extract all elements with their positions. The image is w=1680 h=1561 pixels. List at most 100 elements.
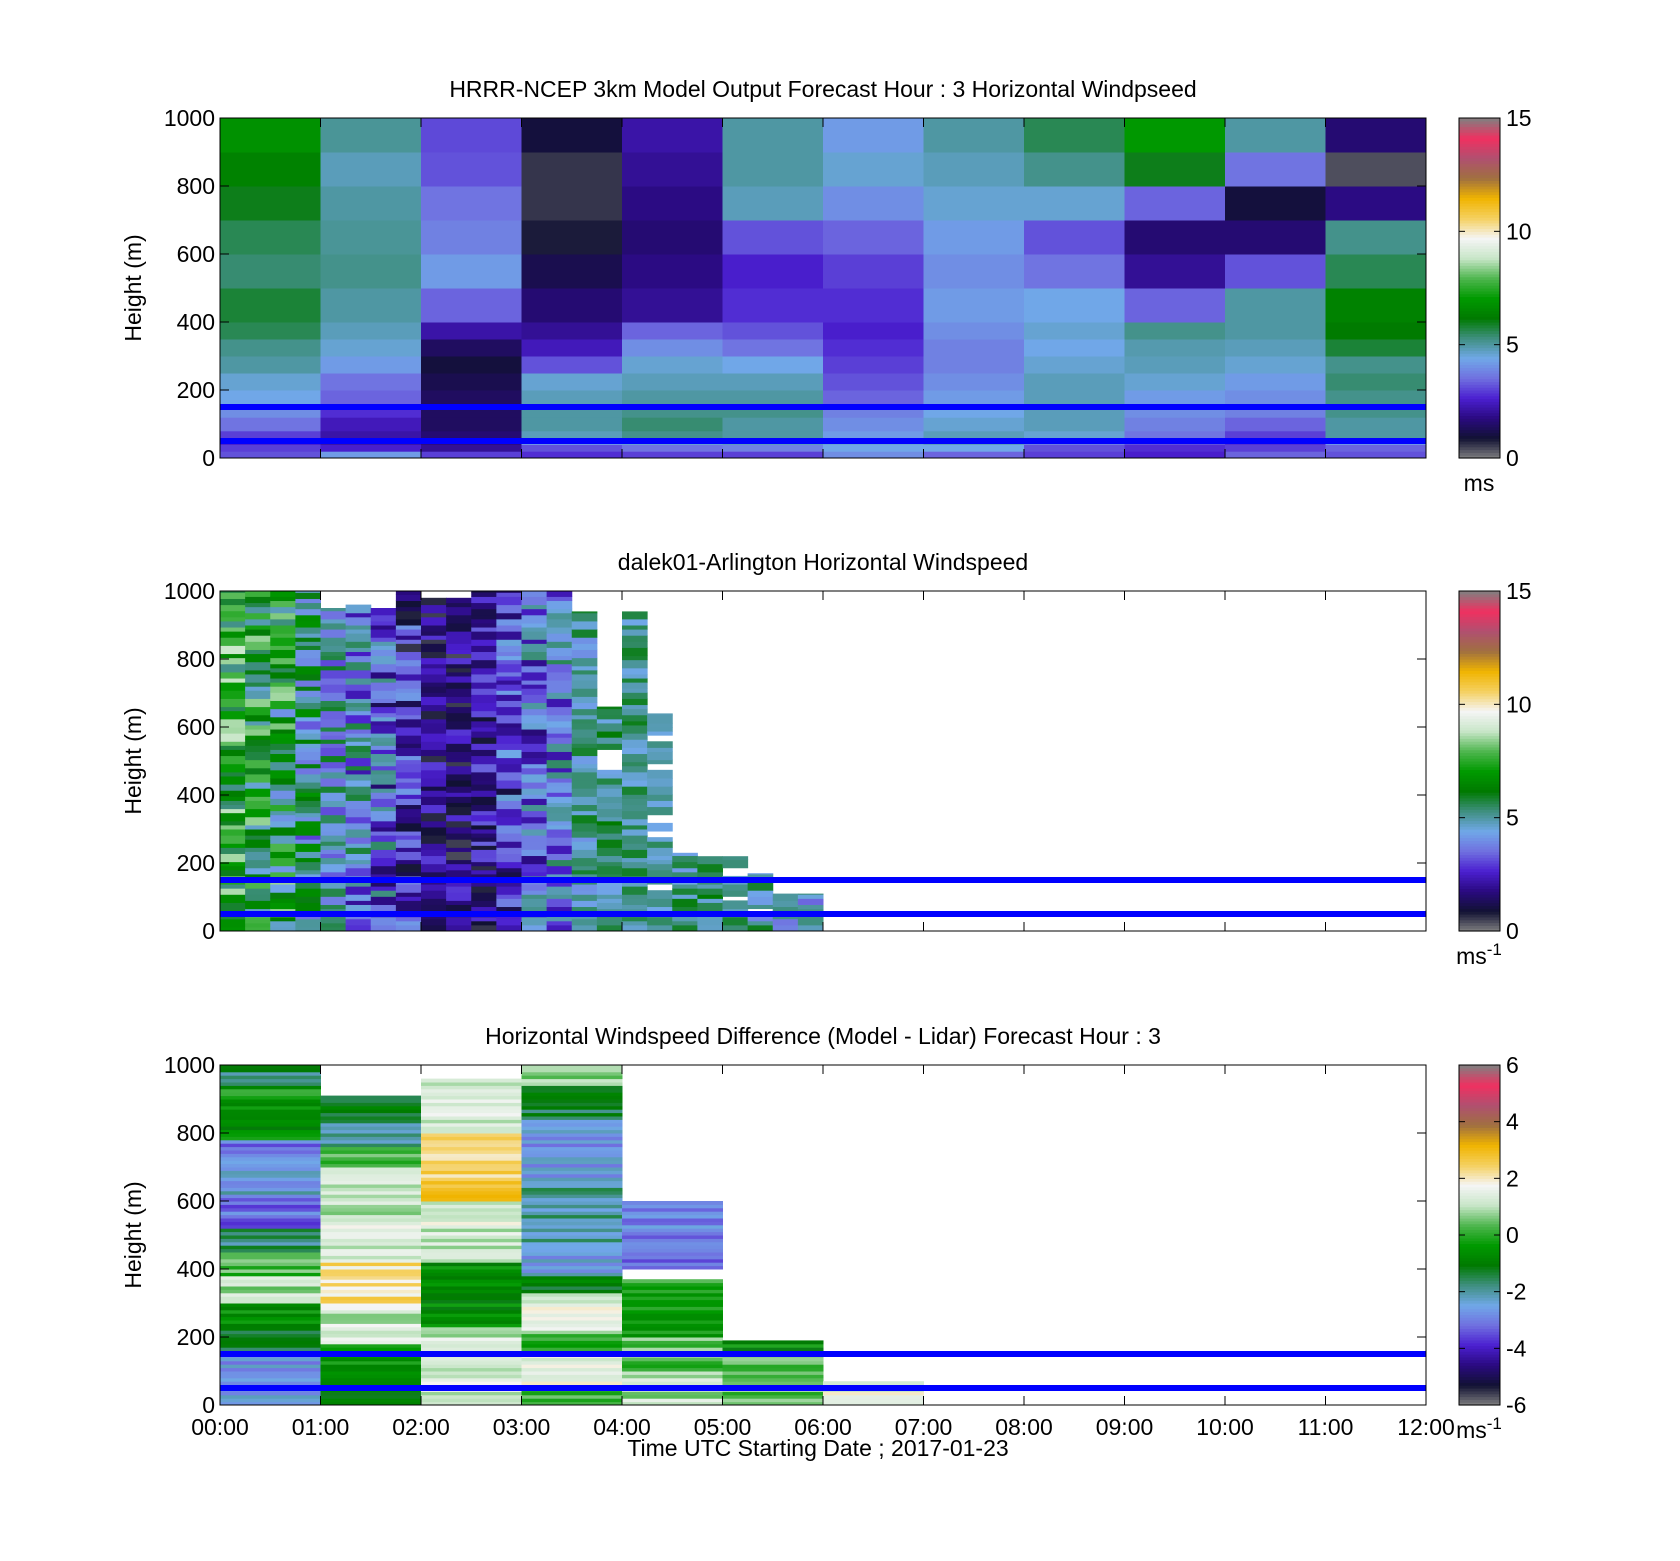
heatmap-cell bbox=[647, 741, 673, 748]
heatmap-cell bbox=[220, 1398, 321, 1403]
heatmap-cell bbox=[270, 871, 296, 879]
heatmap-cell bbox=[370, 753, 397, 763]
heatmap-cell bbox=[1325, 220, 1427, 255]
heatmap-cell bbox=[320, 1224, 422, 1229]
heatmap-cell bbox=[521, 1258, 623, 1263]
heatmap-cell bbox=[270, 682, 296, 687]
colorbar-swatch bbox=[1459, 1249, 1500, 1253]
heatmap-cell bbox=[370, 849, 397, 859]
heatmap-cell bbox=[220, 1364, 321, 1369]
heatmap-cell bbox=[521, 1371, 623, 1375]
heatmap-cell bbox=[1225, 220, 1326, 255]
heatmap-cell bbox=[496, 763, 522, 773]
heatmap-cell bbox=[295, 869, 321, 875]
heatmap-cell bbox=[270, 637, 296, 646]
heatmap-cell bbox=[320, 755, 347, 763]
heatmap-cell bbox=[395, 688, 422, 693]
heatmap-cell bbox=[521, 1075, 623, 1080]
colorbar-swatch bbox=[1459, 322, 1500, 326]
heatmap-cell bbox=[672, 871, 698, 881]
heatmap-cell bbox=[521, 1160, 623, 1165]
heatmap-cell bbox=[521, 596, 548, 606]
heatmap-cell bbox=[220, 1343, 321, 1348]
colorbar-swatch bbox=[1459, 670, 1500, 674]
heatmap-cell bbox=[370, 916, 397, 926]
colorbar-swatch bbox=[1459, 152, 1500, 156]
heatmap-cell bbox=[270, 857, 296, 867]
colorbar-swatch bbox=[1459, 1266, 1500, 1270]
heatmap-cell bbox=[923, 356, 1025, 374]
colorbar-swatch bbox=[1459, 446, 1500, 451]
heatmap-cell bbox=[421, 1129, 522, 1134]
heatmap-cell bbox=[320, 1306, 422, 1311]
heatmap-cell bbox=[521, 1235, 623, 1239]
heatmap-cells bbox=[220, 118, 1427, 459]
heatmap-cell bbox=[345, 661, 372, 671]
heatmap-cell bbox=[521, 1170, 623, 1175]
heatmap-cell bbox=[395, 680, 422, 689]
heatmap-cell bbox=[270, 600, 296, 608]
heatmap-cell bbox=[320, 857, 347, 865]
heatmap-cell bbox=[345, 765, 372, 771]
heatmap-cell bbox=[220, 820, 246, 826]
heatmap-cell bbox=[320, 390, 422, 405]
heatmap-cell bbox=[1024, 451, 1125, 459]
colorbar-unit-exponent: -1 bbox=[1487, 940, 1502, 959]
colorbar-swatch bbox=[1459, 642, 1500, 646]
heatmap-cell bbox=[722, 859, 749, 869]
heatmap-cell bbox=[622, 1204, 723, 1209]
colorbar-swatch bbox=[1459, 704, 1500, 708]
heatmap-cell bbox=[320, 871, 347, 881]
heatmap-cell bbox=[446, 712, 472, 722]
heatmap-cell bbox=[622, 220, 723, 255]
heatmap-cell bbox=[320, 610, 347, 620]
heatmap-cell bbox=[622, 739, 648, 748]
heatmap-cell bbox=[220, 835, 246, 844]
heatmap-cell bbox=[421, 863, 447, 873]
heatmap-cell bbox=[446, 635, 472, 644]
colorbar-swatch bbox=[1459, 1212, 1500, 1216]
heatmap-cell bbox=[546, 751, 573, 761]
colorbar-swatch bbox=[1459, 262, 1500, 266]
heatmap-cell bbox=[220, 616, 246, 622]
heatmap-cell bbox=[521, 1357, 623, 1362]
heatmap-cell bbox=[647, 906, 673, 914]
colorbar-swatch bbox=[1459, 1294, 1500, 1298]
colorbar-swatch bbox=[1459, 735, 1500, 739]
colorbar-swatch bbox=[1459, 299, 1500, 303]
heatmap-cell bbox=[596, 898, 623, 903]
colorbar-swatch bbox=[1459, 237, 1500, 241]
heatmap-cell bbox=[446, 657, 472, 665]
heatmap-cell bbox=[546, 680, 573, 687]
heatmap-cell bbox=[421, 1163, 522, 1168]
colorbar-swatch bbox=[1459, 1084, 1500, 1089]
heatmap-cell bbox=[521, 1190, 623, 1195]
heatmap-cell bbox=[220, 645, 246, 655]
heatmap-cell bbox=[647, 822, 673, 832]
heatmap-cell bbox=[395, 771, 422, 779]
heatmap-cell bbox=[270, 804, 296, 812]
heatmap-cell bbox=[521, 1326, 623, 1331]
heatmap-cell bbox=[471, 716, 497, 722]
heatmap-cell bbox=[521, 757, 548, 765]
heatmap-cell bbox=[270, 667, 296, 673]
heatmap-cell bbox=[320, 692, 347, 701]
heatmap-cell bbox=[370, 733, 397, 738]
heatmap-cell bbox=[370, 778, 397, 785]
colorbar-swatch bbox=[1459, 421, 1500, 425]
heatmap-cell bbox=[220, 220, 321, 255]
heatmap-cell bbox=[421, 1258, 522, 1263]
heatmap-cell bbox=[521, 1394, 623, 1399]
heatmap-cell bbox=[622, 1248, 723, 1253]
colorbar-swatch bbox=[1459, 1178, 1500, 1182]
heatmap-cell bbox=[571, 611, 598, 614]
heatmap-cell bbox=[1325, 339, 1427, 357]
heatmap-cell bbox=[245, 894, 271, 901]
heatmap-cell bbox=[521, 1303, 623, 1307]
heatmap-cell bbox=[421, 1320, 522, 1324]
heatmap-cell bbox=[421, 855, 447, 865]
colorbar-swatch bbox=[1459, 273, 1500, 278]
heatmap-cell bbox=[521, 1187, 623, 1192]
heatmap-cell bbox=[370, 649, 397, 657]
